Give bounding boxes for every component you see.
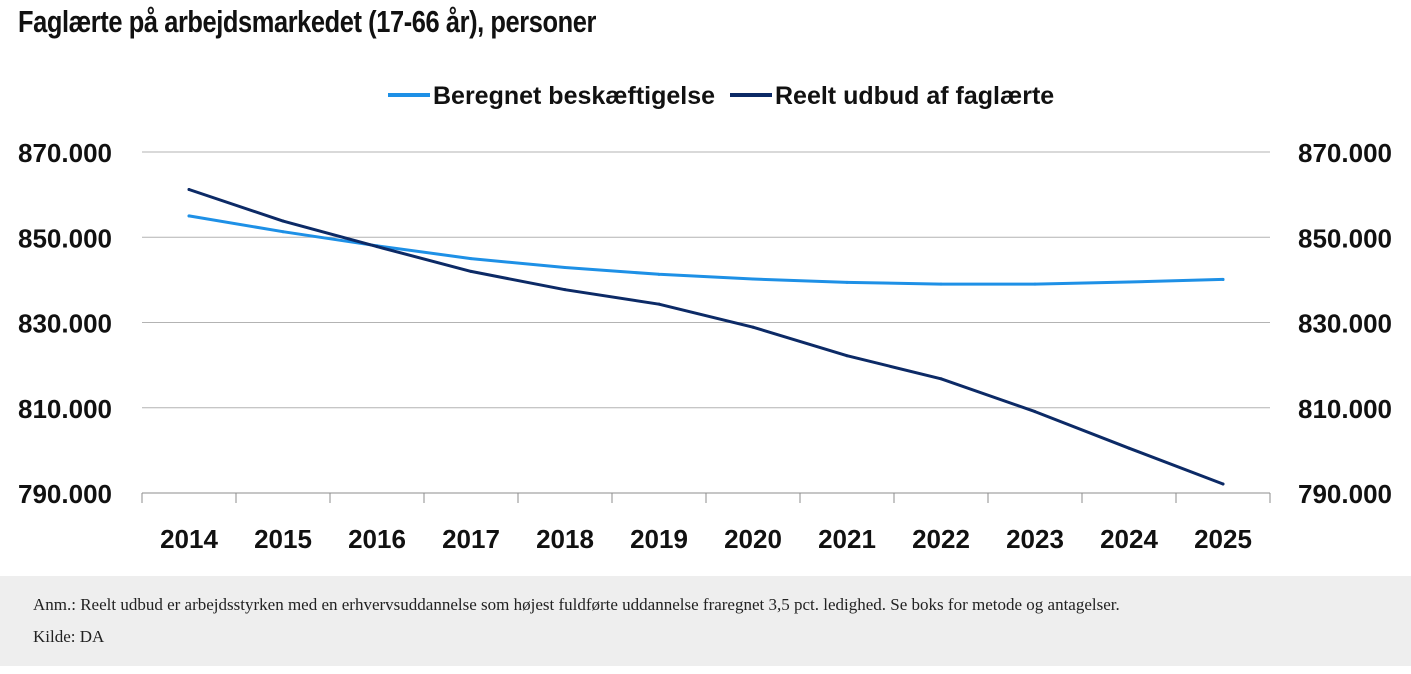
data-point	[469, 257, 473, 261]
x-tick-label: 2016	[348, 524, 406, 554]
right-y-tick-label: 850.000	[1298, 223, 1392, 253]
series-line-2	[187, 188, 1225, 486]
left-y-axis: 870.000 850.000 830.000 810.000 790.000	[18, 138, 112, 509]
data-point	[845, 280, 849, 284]
left-y-tick-label: 790.000	[18, 479, 112, 509]
x-tick-label: 2019	[630, 524, 688, 554]
left-y-tick-label: 830.000	[18, 309, 112, 339]
left-y-tick-label: 850.000	[18, 223, 112, 253]
gridlines	[142, 151, 1270, 494]
x-tick-label: 2023	[1006, 524, 1064, 554]
right-y-tick-label: 830.000	[1298, 309, 1392, 339]
data-point	[657, 272, 661, 276]
data-point	[563, 288, 567, 292]
data-point	[845, 354, 849, 358]
line-chart: Beregnet beskæftigelse Reelt udbud af fag…	[18, 82, 1392, 554]
data-point	[469, 269, 473, 273]
data-point	[1127, 446, 1131, 450]
right-y-axis: 870.000 850.000 830.000 810.000 790.000	[1298, 138, 1392, 509]
data-point	[1033, 282, 1037, 286]
x-tick-label: 2021	[818, 524, 876, 554]
right-y-tick-label: 870.000	[1298, 138, 1392, 168]
x-axis: 2014 2015 2016 2017 2018 2019 2020 2021 2022 2023…	[141, 493, 1271, 554]
data-point	[751, 325, 755, 329]
left-y-tick-label: 870.000	[18, 138, 112, 168]
data-point	[751, 277, 755, 281]
x-tick-label: 2014	[160, 524, 218, 554]
right-y-tick-label: 810.000	[1298, 394, 1392, 424]
source-text: Kilde: DA	[33, 627, 105, 646]
data-point	[939, 377, 943, 381]
data-point	[1221, 277, 1225, 281]
x-tick-label: 2024	[1100, 524, 1158, 554]
right-y-tick-label: 790.000	[1298, 479, 1392, 509]
data-point	[281, 219, 285, 223]
left-y-tick-label: 810.000	[18, 394, 112, 424]
series-lines	[187, 188, 1225, 486]
legend-label: Reelt udbud af faglærte	[775, 82, 1054, 110]
footnote-box: Anm.: Reelt udbud er arbejdsstyrken med …	[0, 576, 1411, 666]
data-point	[1127, 280, 1131, 284]
x-tick-label: 2020	[724, 524, 782, 554]
data-point	[939, 282, 943, 286]
legend-label: Beregnet beskæftigelse	[433, 82, 715, 110]
footnote-text: Anm.: Reelt udbud er arbejdsstyrken med …	[33, 595, 1120, 614]
chart-title: Faglærte på arbejdsmarkedet (17-66 år), …	[18, 4, 596, 39]
data-point	[657, 302, 661, 306]
series-line-1	[187, 214, 1225, 286]
x-tick-label: 2018	[536, 524, 594, 554]
data-point	[187, 188, 191, 192]
data-point	[563, 266, 567, 270]
x-tick-label: 2025	[1194, 524, 1252, 554]
x-tick-label: 2017	[442, 524, 500, 554]
data-point	[281, 230, 285, 234]
data-point	[1221, 482, 1225, 486]
data-point	[187, 214, 191, 218]
legend: Beregnet beskæftigelse Reelt udbud af fag…	[388, 82, 1054, 110]
x-tick-label: 2015	[254, 524, 312, 554]
x-tick-label: 2022	[912, 524, 970, 554]
data-point	[1033, 410, 1037, 414]
data-point	[375, 245, 379, 249]
